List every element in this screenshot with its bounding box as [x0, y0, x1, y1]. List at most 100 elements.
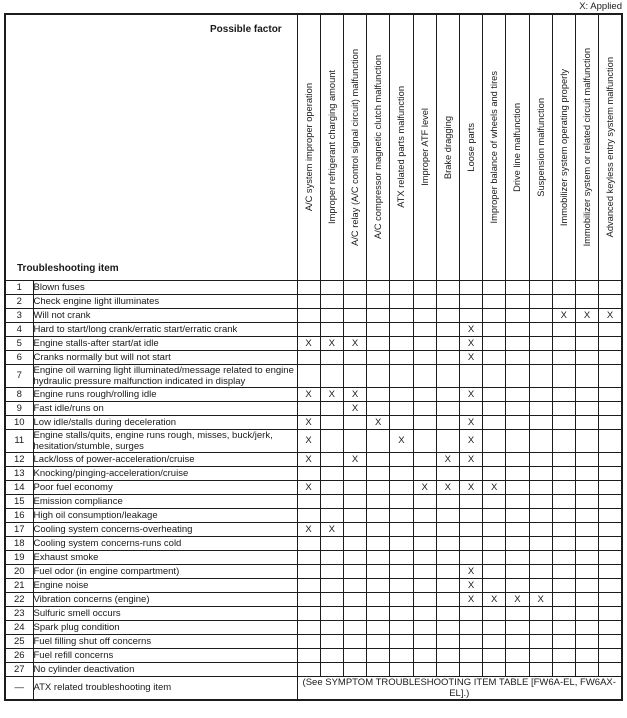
empty-mark-cell: [435, 493, 460, 509]
applied-mark-cell: X: [458, 563, 484, 579]
empty-mark-cell: [389, 349, 414, 365]
empty-mark-cell: [296, 321, 321, 337]
empty-mark-cell: [598, 400, 623, 416]
empty-mark-cell: [389, 563, 414, 579]
troubleshooting-item: Cranks normally but will not start: [32, 349, 298, 365]
factor-column-header: Improper refrigerant charging amount: [319, 13, 344, 281]
empty-mark-cell: [389, 400, 414, 416]
empty-mark-cell: [598, 321, 623, 337]
row-number: 12: [4, 451, 34, 467]
applied-mark-cell: X: [296, 386, 321, 402]
empty-mark-cell: [435, 279, 460, 295]
applied-mark-cell: X: [342, 386, 368, 402]
table-row: 18 Cooling system concerns-runs cold: [4, 535, 623, 551]
empty-mark-cell: [319, 661, 344, 677]
empty-mark-cell: [342, 619, 368, 635]
empty-mark-cell: [389, 465, 414, 481]
applied-mark-cell: X: [412, 479, 437, 495]
applied-mark-cell: X: [458, 577, 484, 593]
empty-mark-cell: [551, 521, 576, 537]
empty-mark-cell: [458, 307, 484, 323]
applied-mark-cell: X: [296, 335, 321, 351]
empty-mark-cell: [574, 577, 600, 593]
header-corner-cell: Possible factor Troubleshooting item: [4, 13, 298, 281]
factor-label: Immobilizer system or related circuit ma…: [582, 48, 593, 247]
table-row: 8 Engine runs rough/rolling idle X X X X: [4, 386, 623, 402]
row-number: 6: [4, 349, 34, 365]
empty-mark-cell: [505, 605, 530, 621]
empty-mark-cell: [319, 279, 344, 295]
empty-mark-cell: [296, 577, 321, 593]
empty-mark-cell: [342, 363, 368, 388]
empty-mark-cell: [505, 293, 530, 309]
empty-mark-cell: [319, 400, 344, 416]
empty-mark-cell: [551, 479, 576, 495]
empty-mark-cell: [435, 428, 460, 453]
empty-mark-cell: [435, 549, 460, 565]
table-row: 27 No cylinder deactivation: [4, 661, 623, 677]
empty-mark-cell: [435, 605, 460, 621]
empty-mark-cell: [574, 293, 600, 309]
applied-mark-cell: X: [366, 414, 391, 430]
row-number: 22: [4, 591, 34, 607]
applied-mark-cell: X: [296, 521, 321, 537]
empty-mark-cell: [528, 363, 553, 388]
empty-mark-cell: [435, 349, 460, 365]
empty-mark-cell: [342, 633, 368, 649]
empty-mark-cell: [574, 428, 600, 453]
empty-mark-cell: [528, 349, 553, 365]
row-number: 9: [4, 400, 34, 416]
empty-mark-cell: [412, 307, 437, 323]
factor-column-header: Immobilizer system operating properly: [551, 13, 576, 281]
applied-mark-cell: X: [482, 479, 507, 495]
empty-mark-cell: [366, 549, 391, 565]
empty-mark-cell: [458, 521, 484, 537]
empty-mark-cell: [598, 451, 623, 467]
troubleshooting-item: Emission compliance: [32, 493, 298, 509]
row-number: 15: [4, 493, 34, 509]
row-number: 24: [4, 619, 34, 635]
empty-mark-cell: [296, 493, 321, 509]
empty-mark-cell: [505, 321, 530, 337]
empty-mark-cell: [574, 363, 600, 388]
factor-label: Loose parts: [466, 122, 477, 172]
empty-mark-cell: [435, 293, 460, 309]
empty-mark-cell: [296, 591, 321, 607]
factor-column-header: A/C system improper operation: [296, 13, 321, 281]
symptom-troubleshooting-matrix: Possible factor Troubleshooting item A/C…: [4, 13, 623, 701]
empty-mark-cell: [412, 619, 437, 635]
empty-mark-cell: [482, 400, 507, 416]
empty-mark-cell: [435, 661, 460, 677]
empty-mark-cell: [528, 521, 553, 537]
empty-mark-cell: [598, 563, 623, 579]
empty-mark-cell: [551, 428, 576, 453]
factor-label: A/C system improper operation: [303, 83, 314, 212]
empty-mark-cell: [482, 363, 507, 388]
empty-mark-cell: [574, 633, 600, 649]
empty-mark-cell: [342, 349, 368, 365]
empty-mark-cell: [458, 279, 484, 295]
empty-mark-cell: [574, 549, 600, 565]
empty-mark-cell: [389, 549, 414, 565]
empty-mark-cell: [342, 414, 368, 430]
empty-mark-cell: [528, 428, 553, 453]
empty-mark-cell: [574, 335, 600, 351]
empty-mark-cell: [342, 428, 368, 453]
troubleshooting-item: Spark plug condition: [32, 619, 298, 635]
empty-mark-cell: [412, 465, 437, 481]
empty-mark-cell: [319, 428, 344, 453]
empty-mark-cell: [574, 279, 600, 295]
applied-mark-cell: X: [435, 479, 460, 495]
empty-mark-cell: [574, 451, 600, 467]
empty-mark-cell: [505, 493, 530, 509]
empty-mark-cell: [389, 605, 414, 621]
empty-mark-cell: [389, 633, 414, 649]
empty-mark-cell: [551, 400, 576, 416]
empty-mark-cell: [482, 563, 507, 579]
empty-mark-cell: [412, 293, 437, 309]
empty-mark-cell: [505, 619, 530, 635]
empty-mark-cell: [342, 479, 368, 495]
empty-mark-cell: [366, 605, 391, 621]
applied-mark-cell: X: [458, 414, 484, 430]
empty-mark-cell: [435, 577, 460, 593]
